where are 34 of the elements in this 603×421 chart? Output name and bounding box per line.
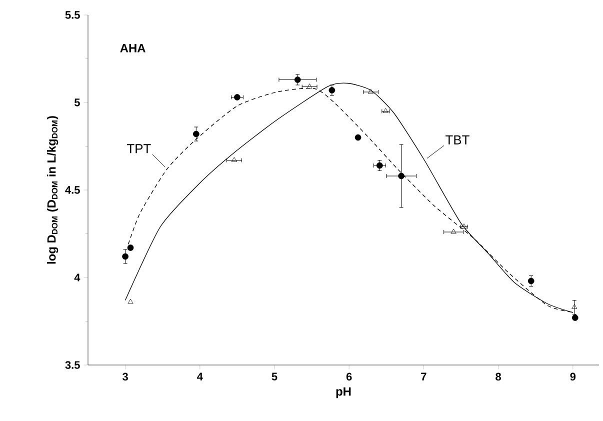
x-tick-label: 4: [197, 372, 203, 380]
point: [306, 84, 312, 88]
point: [368, 88, 374, 94]
point: [294, 76, 301, 83]
point: [450, 228, 456, 234]
point: [328, 87, 336, 94]
point: [382, 108, 388, 113]
point: [528, 278, 534, 284]
x-tick-label: 8: [496, 372, 501, 381]
x-tick-label: 3: [122, 372, 128, 381]
y-tick-label: 4.5: [65, 186, 80, 194]
y-axis-title: log D$_{DOM}$ (D$_{DOM}$ in L/kg$_{DOM}$): [46, 116, 58, 264]
point: [128, 298, 134, 304]
x-axis-title: pH: [336, 387, 351, 398]
x-tick-label: 6: [346, 372, 352, 381]
point: [234, 94, 240, 100]
series-label: TPT: [126, 144, 151, 154]
point: [192, 130, 200, 138]
point: [122, 253, 128, 260]
x-tick-label: 5: [272, 372, 278, 380]
point: [376, 162, 383, 169]
x-tick-label: 9: [570, 372, 576, 381]
x-tick-label: 7: [421, 372, 426, 380]
point: [572, 304, 578, 309]
point: [354, 134, 362, 141]
point: [127, 244, 134, 251]
point: [398, 172, 405, 180]
text: TBT: [446, 135, 470, 144]
y-tick-label: 5.5: [65, 11, 80, 19]
point: [231, 157, 237, 162]
y-tick-label: 3.5: [65, 361, 80, 369]
y-tick-label: 4: [74, 274, 80, 282]
y-tick-label: 5: [74, 98, 80, 106]
annotation: AHA: [120, 44, 146, 52]
